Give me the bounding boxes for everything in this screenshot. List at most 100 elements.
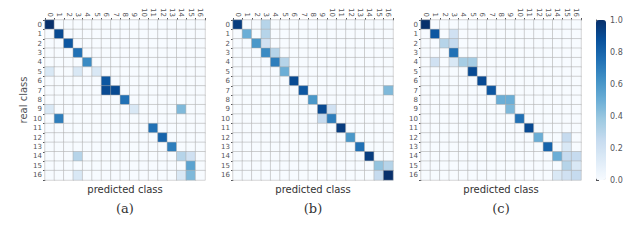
svg-text:9: 9 — [130, 13, 138, 17]
svg-text:6: 6 — [102, 13, 110, 18]
svg-text:0: 0 — [414, 21, 418, 29]
svg-text:14: 14 — [365, 8, 373, 17]
svg-text:8: 8 — [497, 13, 505, 17]
svg-text:9: 9 — [226, 105, 230, 113]
svg-text:6: 6 — [38, 77, 43, 85]
svg-text:7: 7 — [414, 87, 418, 95]
svg-text:0: 0 — [422, 13, 430, 17]
svg-text:0: 0 — [226, 21, 230, 29]
svg-text:0: 0 — [234, 13, 242, 17]
svg-text:15: 15 — [221, 162, 230, 170]
svg-text:13: 13 — [168, 8, 176, 17]
svg-text:16: 16 — [384, 8, 392, 17]
svg-text:1: 1 — [243, 13, 251, 17]
svg-text:7: 7 — [300, 13, 308, 17]
svg-text:6: 6 — [414, 77, 419, 85]
svg-text:12: 12 — [535, 8, 543, 17]
svg-text:10: 10 — [516, 8, 524, 17]
svg-text:0.4: 0.4 — [610, 112, 623, 121]
svg-text:15: 15 — [33, 162, 42, 170]
svg-text:16: 16 — [33, 171, 42, 179]
svg-text:15: 15 — [187, 8, 195, 17]
svg-text:9: 9 — [38, 105, 42, 113]
svg-text:10: 10 — [221, 115, 230, 123]
svg-text:4: 4 — [414, 58, 419, 66]
svg-text:14: 14 — [33, 152, 42, 160]
svg-text:3: 3 — [450, 13, 458, 17]
svg-text:2: 2 — [226, 40, 230, 48]
svg-text:5: 5 — [281, 13, 289, 17]
svg-text:0.2: 0.2 — [610, 144, 623, 153]
svg-text:4: 4 — [38, 58, 43, 66]
svg-text:7: 7 — [488, 13, 496, 17]
svg-text:1.0: 1.0 — [610, 16, 623, 25]
svg-text:11: 11 — [149, 8, 157, 17]
svg-text:1: 1 — [38, 30, 42, 38]
svg-text:0: 0 — [46, 13, 54, 17]
svg-text:9: 9 — [414, 105, 418, 113]
svg-text:2: 2 — [65, 13, 73, 17]
svg-text:13: 13 — [544, 8, 552, 17]
svg-text:2: 2 — [38, 40, 42, 48]
svg-text:(c): (c) — [492, 201, 509, 216]
svg-text:13: 13 — [409, 143, 418, 151]
svg-text:9: 9 — [506, 13, 514, 17]
svg-text:9: 9 — [318, 13, 326, 17]
svg-text:real class: real class — [18, 77, 29, 124]
svg-text:0: 0 — [38, 21, 42, 29]
svg-text:14: 14 — [409, 152, 418, 160]
svg-text:2: 2 — [441, 13, 449, 17]
svg-text:predicted class: predicted class — [87, 184, 162, 195]
svg-text:(a): (a) — [116, 201, 134, 216]
svg-text:3: 3 — [38, 49, 42, 57]
svg-text:predicted class: predicted class — [463, 184, 538, 195]
svg-text:8: 8 — [226, 96, 230, 104]
svg-text:11: 11 — [221, 124, 230, 132]
svg-text:11: 11 — [525, 8, 533, 17]
svg-text:12: 12 — [159, 8, 167, 17]
svg-text:4: 4 — [271, 13, 279, 18]
svg-text:15: 15 — [375, 8, 383, 17]
svg-text:14: 14 — [553, 8, 561, 17]
svg-text:12: 12 — [221, 134, 230, 142]
svg-text:5: 5 — [226, 68, 230, 76]
svg-text:5: 5 — [38, 68, 42, 76]
svg-text:8: 8 — [38, 96, 42, 104]
svg-text:1: 1 — [431, 13, 439, 17]
svg-text:12: 12 — [33, 134, 42, 142]
svg-text:10: 10 — [409, 115, 418, 123]
svg-text:3: 3 — [226, 49, 230, 57]
svg-text:13: 13 — [221, 143, 230, 151]
svg-text:10: 10 — [33, 115, 42, 123]
svg-text:predicted class: predicted class — [275, 184, 350, 195]
svg-text:8: 8 — [414, 96, 418, 104]
svg-text:0.0: 0.0 — [610, 176, 623, 185]
svg-text:5: 5 — [469, 13, 477, 17]
svg-text:8: 8 — [121, 13, 129, 17]
svg-text:3: 3 — [414, 49, 418, 57]
svg-text:11: 11 — [33, 124, 42, 132]
svg-text:7: 7 — [112, 13, 120, 17]
svg-text:16: 16 — [196, 8, 204, 17]
svg-text:5: 5 — [93, 13, 101, 17]
svg-text:14: 14 — [221, 152, 230, 160]
svg-text:2: 2 — [414, 40, 418, 48]
svg-text:8: 8 — [309, 13, 317, 17]
svg-text:3: 3 — [262, 13, 270, 17]
svg-text:0.6: 0.6 — [610, 80, 623, 89]
svg-text:10: 10 — [140, 8, 148, 17]
svg-text:0.8: 0.8 — [610, 48, 623, 57]
svg-text:7: 7 — [226, 87, 230, 95]
svg-text:7: 7 — [38, 87, 42, 95]
svg-text:1: 1 — [414, 30, 418, 38]
svg-text:16: 16 — [409, 171, 418, 179]
svg-text:15: 15 — [563, 8, 571, 17]
svg-text:10: 10 — [328, 8, 336, 17]
svg-text:4: 4 — [459, 13, 467, 18]
svg-text:6: 6 — [226, 77, 231, 85]
svg-text:14: 14 — [177, 8, 185, 17]
svg-text:13: 13 — [33, 143, 42, 151]
svg-text:1: 1 — [226, 30, 230, 38]
svg-text:6: 6 — [290, 13, 298, 18]
svg-text:12: 12 — [409, 134, 418, 142]
